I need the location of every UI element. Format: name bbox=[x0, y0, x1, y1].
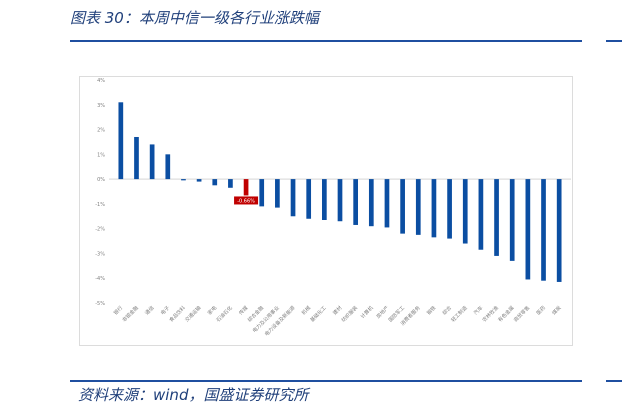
source-note: 资料来源：wind，国盛证券研究所 bbox=[78, 386, 309, 404]
x-tick-label: 农林牧渔 bbox=[481, 304, 500, 323]
x-tick-label: 煤炭 bbox=[551, 304, 563, 316]
bar bbox=[196, 179, 202, 182]
bar bbox=[541, 179, 546, 281]
x-tick-label: 机械 bbox=[300, 304, 312, 316]
y-tick-label: -5% bbox=[95, 301, 105, 307]
x-tick-label: 建材 bbox=[331, 304, 343, 316]
y-tick-label: -2% bbox=[95, 227, 105, 233]
bottom-rule bbox=[70, 380, 582, 382]
highlight-label-box bbox=[234, 196, 259, 205]
bar bbox=[212, 179, 218, 186]
x-tick-label: 传媒 bbox=[237, 304, 249, 316]
x-tick-label: 食品饮料 bbox=[168, 304, 187, 323]
bar bbox=[337, 179, 343, 222]
bar bbox=[431, 179, 437, 238]
x-tick-label: 汽车 bbox=[472, 304, 484, 316]
bar bbox=[415, 179, 421, 235]
x-tick-label: 有色金属 bbox=[497, 304, 516, 323]
y-tick-label: 3% bbox=[97, 103, 105, 109]
x-tick-label: 银行 bbox=[112, 304, 124, 316]
bar bbox=[259, 179, 265, 207]
x-tick-label: 交通运输 bbox=[183, 304, 202, 323]
adjacent-page-rule-bottom bbox=[606, 380, 622, 382]
y-tick-label: 0% bbox=[97, 177, 105, 183]
bar bbox=[556, 179, 562, 282]
bar bbox=[228, 179, 233, 188]
bar bbox=[134, 136, 139, 180]
y-tick-label: 4% bbox=[97, 78, 105, 84]
bar bbox=[181, 179, 186, 181]
bar bbox=[384, 179, 390, 228]
x-tick-label: 轻工制造 bbox=[450, 304, 469, 323]
x-tick-label: 非银金融 bbox=[121, 304, 140, 323]
bar bbox=[149, 144, 155, 180]
bar bbox=[165, 154, 171, 180]
x-tick-label: 石油石化 bbox=[215, 304, 234, 323]
bar bbox=[306, 179, 312, 219]
bar bbox=[353, 179, 359, 225]
x-tick-label: 商贸零售 bbox=[512, 304, 531, 323]
bar bbox=[447, 179, 452, 239]
adjacent-page-rule-top bbox=[606, 40, 622, 42]
bar bbox=[290, 179, 296, 217]
top-rule bbox=[70, 40, 582, 42]
y-tick-label: 2% bbox=[97, 128, 105, 134]
x-tick-label: 医药 bbox=[535, 304, 547, 316]
bar bbox=[243, 179, 249, 196]
bar bbox=[462, 179, 468, 244]
bar bbox=[478, 179, 484, 250]
y-tick-label: 1% bbox=[97, 152, 105, 158]
bar bbox=[509, 179, 515, 261]
x-tick-label: 基础化工 bbox=[309, 304, 328, 323]
bar bbox=[525, 179, 531, 280]
bar bbox=[400, 179, 405, 234]
bar bbox=[321, 179, 327, 220]
x-tick-label: 家电 bbox=[206, 304, 218, 316]
x-tick-label: 计算机 bbox=[359, 304, 375, 320]
bar bbox=[118, 102, 124, 180]
x-tick-label: 电力及公用事业 bbox=[251, 304, 281, 334]
bar bbox=[368, 179, 374, 227]
y-tick-label: -1% bbox=[95, 202, 105, 208]
x-tick-label: 钢铁 bbox=[425, 304, 437, 316]
x-tick-label: 综合 bbox=[441, 304, 453, 316]
chart-frame bbox=[79, 76, 573, 346]
highlight-data-label: -0.66% bbox=[237, 198, 255, 204]
figure-title: 图表 30：本周中信一级各行业涨跌幅 bbox=[70, 9, 319, 27]
y-tick-label: -3% bbox=[95, 251, 105, 257]
bar bbox=[494, 179, 499, 256]
x-tick-label: 通信 bbox=[144, 304, 156, 316]
y-tick-label: -4% bbox=[95, 276, 105, 282]
x-tick-label: 纺织服装 bbox=[340, 304, 359, 323]
bar bbox=[275, 179, 280, 208]
x-tick-label: 电子 bbox=[159, 304, 171, 316]
